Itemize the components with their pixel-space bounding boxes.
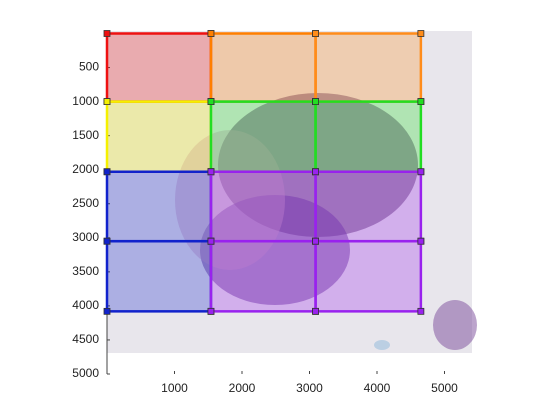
y-tick-label: 4500 xyxy=(72,332,99,346)
y-tick-label: 4000 xyxy=(72,298,99,312)
corner-marker xyxy=(312,237,319,245)
roi-rect xyxy=(314,32,423,103)
roi-rect xyxy=(209,32,317,103)
y-tick-label: 1500 xyxy=(72,128,99,142)
roi-rect xyxy=(105,32,213,103)
corner-marker xyxy=(207,30,215,37)
tissue-blob xyxy=(175,130,285,270)
y-tick-label: 3000 xyxy=(72,230,99,244)
corner-marker xyxy=(103,30,111,37)
corner-marker xyxy=(417,98,425,105)
roi-rect xyxy=(209,170,317,243)
corner-marker xyxy=(207,98,215,105)
y-tick-label: 5000 xyxy=(72,366,99,380)
stain-spot xyxy=(374,340,390,350)
corner-marker xyxy=(417,30,425,37)
x-tick-label: 3000 xyxy=(296,381,323,395)
corner-marker xyxy=(312,30,319,37)
roi-rect xyxy=(209,239,317,313)
corner-marker xyxy=(312,307,319,315)
y-tick-label: 2500 xyxy=(72,196,99,210)
x-tick-label: 4000 xyxy=(364,381,391,395)
corner-marker xyxy=(207,168,215,176)
corner-marker xyxy=(312,168,319,176)
tissue-blob xyxy=(433,300,477,350)
corner-marker xyxy=(207,307,215,315)
corner-marker xyxy=(417,307,425,315)
corner-marker xyxy=(312,98,319,105)
x-tick-label: 1000 xyxy=(161,381,188,395)
roi-rect xyxy=(314,100,423,173)
y-tick-label: 2000 xyxy=(72,162,99,176)
corner-marker xyxy=(103,168,111,176)
tissue-blob xyxy=(200,195,350,305)
y-tick-label: 3500 xyxy=(72,264,99,278)
roi-rect xyxy=(209,100,317,173)
corner-marker xyxy=(103,307,111,315)
y-tick-label: 500 xyxy=(79,60,99,74)
x-tick-label: 2000 xyxy=(229,381,256,395)
corner-marker xyxy=(103,98,111,105)
x-tick-label: 5000 xyxy=(431,381,458,395)
roi-rect xyxy=(314,170,423,243)
roi-rect xyxy=(105,239,213,313)
tissue-image xyxy=(107,31,477,353)
corner-marker xyxy=(103,237,111,245)
y-tick-label: 1000 xyxy=(72,94,99,108)
corner-marker xyxy=(417,168,425,176)
roi-rect xyxy=(105,100,213,173)
corner-marker xyxy=(207,237,215,245)
corner-marker xyxy=(417,237,425,245)
roi-rect xyxy=(314,239,423,313)
roi-rect xyxy=(105,170,213,243)
